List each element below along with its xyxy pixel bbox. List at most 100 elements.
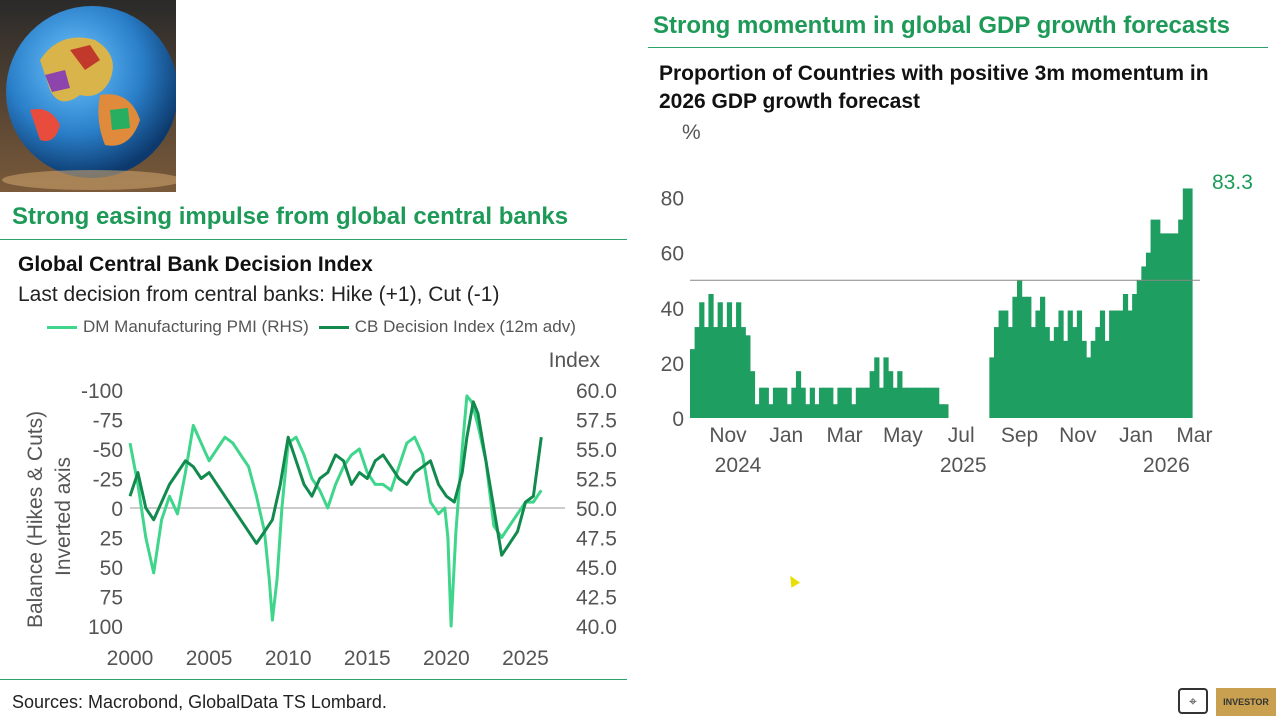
area-step [897,371,903,418]
area-step [1118,310,1124,418]
right-x-tick: May [883,424,923,447]
left-section-title: Strong easing impulse from global centra… [12,203,569,230]
area-step [754,404,760,418]
area-step [828,387,834,418]
area-step [846,387,852,418]
area-step [841,387,848,418]
right-y-tick: 80 [661,188,684,211]
right-y-tick: 55.0 [576,439,617,462]
area-step [818,387,825,418]
right-y-tick: 52.5 [576,469,617,492]
area-step [883,357,889,418]
area-step [1035,310,1041,418]
area-step [1095,327,1101,418]
left-y-tick: -50 [93,439,123,462]
right-x-tick: Nov [1059,424,1097,447]
globe-image [0,0,176,192]
area-step [1136,280,1142,418]
left-y-tick: -100 [81,380,123,403]
area-step [763,387,769,418]
area-step [901,387,908,418]
area-step [1044,327,1050,418]
legend-cb-label: CB Decision Index (12m adv) [354,317,576,336]
right-y-tick: 40.0 [576,616,617,639]
area-step [795,371,802,418]
last-value-label: 83.3 [1212,171,1253,194]
area-step [1113,310,1119,418]
scan-icon[interactable]: ⌖ [1178,688,1208,714]
left-line-chart: Index Balance (Hikes & Cuts) Inverted ax… [24,349,617,670]
area-step [1159,233,1165,418]
left-chart-legend: DM Manufacturing PMI (RHS) CB Decision I… [47,317,576,337]
area-step [1086,357,1092,418]
right-y-tick: 47.5 [576,528,617,551]
area-step [731,327,737,418]
right-x-year-label: 2024 [715,454,762,477]
right-x-tick: Jan [1119,424,1153,447]
area-step [1141,266,1147,418]
area-step [1072,327,1078,418]
area-step [915,387,921,418]
right-y-tick: 40 [661,298,684,321]
area-step [1058,310,1064,418]
right-y-tick: 42.5 [576,587,617,610]
cb-decision-series-line [128,400,543,557]
area-step [1187,188,1193,418]
area-step [934,387,940,418]
right-x-year-label: 2025 [940,454,987,477]
area-step [791,387,797,418]
area-step [1049,340,1055,418]
area-step [703,327,710,418]
area-step [1030,327,1037,418]
left-axis-title-2: Inverted axis [52,457,75,576]
left-x-tick: 2020 [423,647,470,670]
area-step [878,387,885,418]
right-y-tick: 20 [661,353,684,376]
area-step [832,404,838,418]
right-y-tick: 60.0 [576,380,617,403]
area-step [869,371,875,418]
area-step [1145,252,1152,418]
left-y-tick: 0 [111,498,123,521]
area-step [1003,310,1009,418]
left-y-tick: 100 [88,616,123,639]
area-step [814,404,820,418]
area-step [1168,233,1175,418]
area-step [1012,296,1018,418]
right-x-year-label: 2026 [1143,454,1190,477]
area-step [906,387,912,418]
area-step [749,371,756,418]
right-title-rule [648,47,1268,48]
area-step [1150,219,1156,418]
right-y-tick: 45.0 [576,557,617,580]
area-step [1076,310,1083,418]
area-step [694,327,700,418]
area-step [892,387,898,418]
left-title-rule [0,239,627,240]
area-step [1063,340,1069,418]
area-step [772,387,779,418]
right-axis-title: Index [549,349,601,372]
area-step [1178,219,1184,418]
pmi-series-line [128,394,543,628]
area-step [786,404,792,418]
left-x-tick: 2010 [265,647,312,670]
right-y-tick: 57.5 [576,410,617,433]
area-step [1026,296,1032,418]
sources-note: Sources: Macrobond, GlobalData TS Lombar… [12,692,387,712]
left-y-tick: 75 [100,587,123,610]
area-step [768,404,774,418]
left-chart-title: Global Central Bank Decision Index [18,253,373,276]
area-step [1109,310,1115,418]
area-step [1127,310,1133,418]
area-step [736,302,742,418]
area-step [726,302,733,418]
left-x-tick: 2025 [502,647,549,670]
right-y-tick: 60 [661,243,684,266]
left-x-tick: 2005 [186,647,233,670]
mouse-cursor-icon [785,573,801,588]
left-chart-subtitle: Last decision from central banks: Hike (… [18,283,500,306]
area-step [823,387,829,418]
area-step [722,327,728,418]
area-step [1173,233,1179,418]
